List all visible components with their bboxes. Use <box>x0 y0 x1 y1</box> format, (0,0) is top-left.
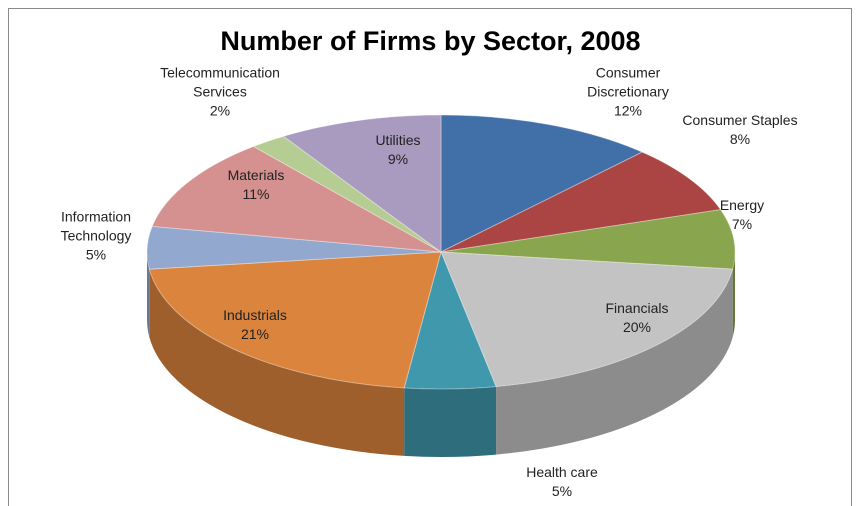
pie-slice-side <box>147 252 150 338</box>
pie-slice-side <box>732 252 735 338</box>
label-value: 21% <box>240 326 270 342</box>
label-name: Health care <box>526 464 598 480</box>
pie-slice-side <box>149 269 405 456</box>
pie-slice <box>403 250 497 390</box>
data-label: Information Technology 5% <box>46 208 146 265</box>
label-name: Utilities <box>375 132 421 148</box>
label-value: 8% <box>729 131 751 147</box>
label-name: Consumer Discretionary <box>587 64 669 100</box>
label-value: 12% <box>613 102 643 119</box>
pie-slice-side <box>404 386 497 457</box>
chart-title: Number of Firms by Sector, 2008 <box>220 26 641 56</box>
label-value: 2% <box>209 102 231 119</box>
data-label: Consumer Staples 8% <box>665 111 815 149</box>
label-name: Consumer Staples <box>682 112 798 128</box>
pie-slice-side <box>496 269 733 455</box>
label-value: 7% <box>731 216 753 232</box>
pie-slice <box>440 151 722 253</box>
label-name: Materials <box>227 167 285 183</box>
label-value: 9% <box>387 151 409 167</box>
pie-slice <box>282 114 442 253</box>
pie-slice <box>148 251 442 389</box>
data-label: Health care 5% <box>507 463 617 501</box>
data-label: Utilities 9% <box>348 131 448 169</box>
label-value: 5% <box>85 246 107 263</box>
label-name: Telecommunication Services <box>160 64 280 100</box>
pie-slice <box>440 209 736 270</box>
data-label: Materials 11% <box>206 166 306 204</box>
label-value: 11% <box>242 186 270 202</box>
pie-slice <box>146 225 442 270</box>
data-label: Telecommunication Services 2% <box>150 64 290 121</box>
data-label: Energy 7% <box>702 196 782 234</box>
label-value: 5% <box>551 483 573 499</box>
data-label: Industrials 21% <box>205 306 305 344</box>
pie-slice <box>252 135 442 253</box>
label-name: Financials <box>605 300 669 316</box>
pie-slice <box>151 145 442 253</box>
pie-slice <box>440 114 644 253</box>
label-name: Energy <box>719 197 765 213</box>
label-value: 20% <box>622 319 652 335</box>
data-label: Consumer Discretionary 12% <box>573 64 683 121</box>
label-name: Information Technology <box>60 208 132 244</box>
data-label: Financials 20% <box>587 299 687 337</box>
label-name: Industrials <box>223 307 287 323</box>
pie-slice <box>440 251 734 388</box>
